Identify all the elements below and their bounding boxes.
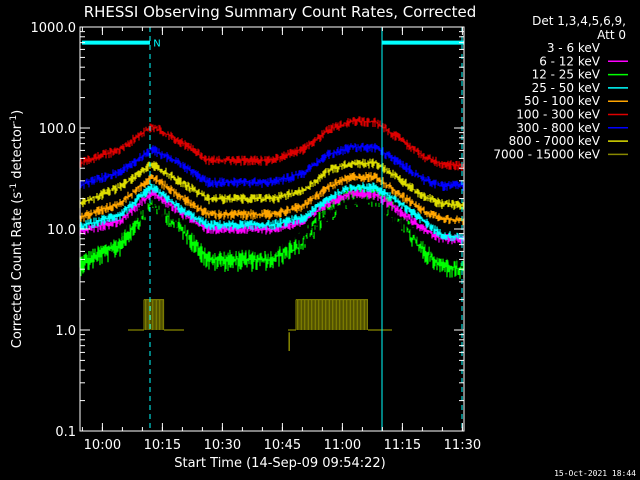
legend-label: 12 - 25 keV xyxy=(532,68,601,82)
y-axis-label: Corrected Count Rate (s-1 detector-1) xyxy=(9,110,25,348)
y-tick-label: 10.0 xyxy=(47,223,76,238)
y-axis-label-part: Corrected Count Rate (s xyxy=(10,192,25,349)
x-tick-label: 11:00 xyxy=(324,438,361,453)
legend-label: 6 - 12 keV xyxy=(539,54,601,68)
legend-label: 3 - 6 keV xyxy=(547,41,601,55)
x-tick-label: 11:15 xyxy=(384,438,421,453)
legend-label: 50 - 100 keV xyxy=(524,94,601,108)
y-tick-label: 0.1 xyxy=(55,425,76,440)
y-axis-label-part: detector xyxy=(10,123,25,183)
axis-layer: 10:00 10:15 10:30 10:45 11:00 11:15 11:30 1000.… xyxy=(31,21,482,453)
series-7000-15000-kev xyxy=(128,299,392,351)
plot-date: 15-Oct-2021 18:44 xyxy=(554,469,636,478)
legend-label: 800 - 7000 keV xyxy=(509,134,601,148)
x-tick-label: 11:30 xyxy=(444,438,481,453)
legend-header-line: Det 1,3,4,5,6,9, xyxy=(532,14,626,28)
y-tick-label: 1000.0 xyxy=(31,21,77,36)
series-7000-15000-kev-burst xyxy=(295,299,368,330)
y-axis-label-exponent: -1 xyxy=(9,183,19,192)
legend-label: 7000 - 15000 keV xyxy=(493,147,600,161)
y-axis-label-exponent: -1 xyxy=(9,115,19,124)
night-label: N xyxy=(153,39,160,50)
series-layer xyxy=(79,116,465,351)
x-tick-label: 10:45 xyxy=(264,438,301,453)
x-tick-label: 10:00 xyxy=(84,438,121,453)
y-tick-label: 1.0 xyxy=(55,324,76,339)
series-7000-15000-kev-burst xyxy=(143,299,165,330)
x-tick-label: 10:15 xyxy=(144,438,181,453)
chart-title: RHESSI Observing Summary Count Rates, Co… xyxy=(84,3,477,21)
legend-header-line: Att 0 xyxy=(597,28,626,42)
legend-label: 300 - 800 keV xyxy=(516,121,600,135)
y-tick-label: 100.0 xyxy=(39,122,76,137)
y-axis-label-part: ) xyxy=(10,110,25,115)
x-axis-label: Start Time (14-Sep-09 09:54:22) xyxy=(174,456,385,471)
legend-label: 100 - 300 keV xyxy=(516,108,600,122)
x-tick-label: 10:30 xyxy=(204,438,241,453)
legend-label: 25 - 50 keV xyxy=(532,81,601,95)
